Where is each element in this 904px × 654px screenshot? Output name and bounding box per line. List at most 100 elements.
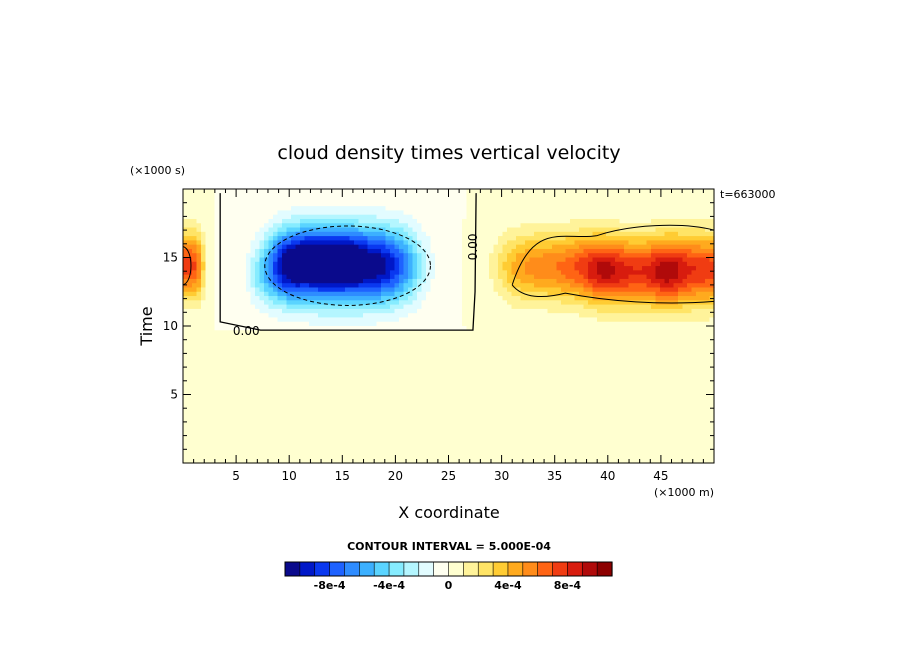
heatmap-cell bbox=[403, 193, 409, 199]
heatmap-cell bbox=[480, 206, 486, 212]
heatmap-cell bbox=[223, 300, 229, 306]
heatmap-cell bbox=[363, 313, 369, 319]
heatmap-cell bbox=[241, 458, 247, 464]
heatmap-cell bbox=[205, 244, 211, 250]
heatmap-cell bbox=[516, 411, 522, 417]
heatmap-cell bbox=[219, 210, 225, 216]
heatmap-cell bbox=[201, 373, 207, 378]
heatmap-cell bbox=[363, 189, 369, 194]
heatmap-cell bbox=[480, 450, 486, 456]
heatmap-cell bbox=[475, 450, 481, 456]
heatmap-cell bbox=[241, 248, 247, 254]
heatmap-cell bbox=[462, 274, 468, 280]
heatmap-cell bbox=[309, 218, 315, 224]
heatmap-cell bbox=[403, 445, 409, 451]
heatmap-cell bbox=[228, 253, 234, 259]
heatmap-cell bbox=[444, 313, 450, 319]
heatmap-cell bbox=[183, 223, 189, 229]
heatmap-cell bbox=[525, 248, 531, 254]
heatmap-cell bbox=[187, 407, 193, 413]
heatmap-cell bbox=[268, 330, 274, 336]
heatmap-cell bbox=[291, 420, 297, 426]
heatmap-cell bbox=[277, 390, 283, 396]
heatmap-cell bbox=[426, 338, 432, 344]
heatmap-cell bbox=[340, 415, 346, 421]
heatmap-cell bbox=[498, 218, 504, 224]
heatmap-cell bbox=[489, 300, 495, 306]
heatmap-cell bbox=[214, 330, 220, 336]
heatmap-cell bbox=[300, 403, 306, 408]
heatmap-cell bbox=[255, 433, 261, 438]
heatmap-cell bbox=[237, 428, 243, 434]
heatmap-cell bbox=[241, 274, 247, 280]
heatmap-cell bbox=[403, 343, 409, 349]
heatmap-cell bbox=[381, 364, 387, 370]
heatmap-cell bbox=[385, 377, 391, 383]
heatmap-cell bbox=[192, 210, 198, 216]
heatmap-cell bbox=[250, 248, 256, 254]
heatmap-cell bbox=[313, 193, 319, 199]
heatmap-cell bbox=[529, 403, 535, 408]
heatmap-cell bbox=[354, 368, 360, 374]
heatmap-cell bbox=[277, 261, 283, 267]
heatmap-cell bbox=[228, 308, 234, 314]
heatmap-cell bbox=[295, 257, 301, 263]
heatmap-cell bbox=[435, 206, 441, 212]
heatmap-cell bbox=[201, 347, 207, 353]
heatmap-cell bbox=[448, 351, 454, 357]
heatmap-cell bbox=[363, 433, 369, 438]
heatmap-cell bbox=[241, 360, 247, 366]
heatmap-cell bbox=[237, 206, 243, 212]
heatmap-cell bbox=[219, 390, 225, 396]
heatmap-cell bbox=[228, 291, 234, 297]
heatmap-cell bbox=[304, 266, 310, 271]
heatmap-cell bbox=[219, 266, 225, 271]
heatmap-cell bbox=[331, 278, 337, 284]
heatmap-cell bbox=[291, 321, 297, 327]
heatmap-cell bbox=[493, 437, 499, 443]
heatmap-cell bbox=[439, 381, 445, 387]
heatmap-cell bbox=[196, 424, 202, 430]
heatmap-cell bbox=[309, 291, 315, 297]
heatmap-cell bbox=[187, 197, 193, 203]
heatmap-cell bbox=[331, 313, 337, 319]
heatmap-cell bbox=[187, 210, 193, 216]
heatmap-cell bbox=[291, 210, 297, 216]
heatmap-cell bbox=[426, 223, 432, 229]
heatmap-cell bbox=[322, 214, 328, 220]
heatmap-cell bbox=[507, 300, 513, 306]
heatmap-cell bbox=[466, 420, 472, 426]
heatmap-cell bbox=[183, 330, 189, 336]
heatmap-cell bbox=[255, 218, 261, 224]
heatmap-cell bbox=[223, 313, 229, 319]
heatmap-cell bbox=[363, 227, 369, 233]
heatmap-cell bbox=[255, 437, 261, 443]
heatmap-cell bbox=[520, 278, 526, 284]
heatmap-cell bbox=[345, 398, 351, 404]
heatmap-cell bbox=[228, 433, 234, 438]
heatmap-cell bbox=[358, 355, 364, 361]
heatmap-cell bbox=[525, 343, 531, 349]
heatmap-cell bbox=[502, 445, 508, 451]
heatmap-cell bbox=[426, 420, 432, 426]
heatmap-cell bbox=[313, 300, 319, 306]
heatmap-cell bbox=[408, 424, 414, 430]
heatmap-cell bbox=[372, 398, 378, 404]
heatmap-cell bbox=[327, 218, 333, 224]
heatmap-cell bbox=[313, 287, 319, 293]
heatmap-cell bbox=[489, 377, 495, 383]
heatmap-cell bbox=[525, 274, 531, 280]
heatmap-cell bbox=[394, 390, 400, 396]
heatmap-cell bbox=[241, 240, 247, 246]
heatmap-cell bbox=[331, 411, 337, 417]
heatmap-cell bbox=[372, 296, 378, 301]
heatmap-cell bbox=[309, 351, 315, 357]
heatmap-cell bbox=[277, 231, 283, 237]
heatmap-cell bbox=[282, 368, 288, 374]
heatmap-cell bbox=[376, 308, 382, 314]
heatmap-cell bbox=[277, 193, 283, 199]
heatmap-cell bbox=[273, 398, 279, 404]
heatmap-cell bbox=[475, 407, 481, 413]
heatmap-cell bbox=[336, 420, 342, 426]
heatmap-cell bbox=[331, 458, 337, 464]
